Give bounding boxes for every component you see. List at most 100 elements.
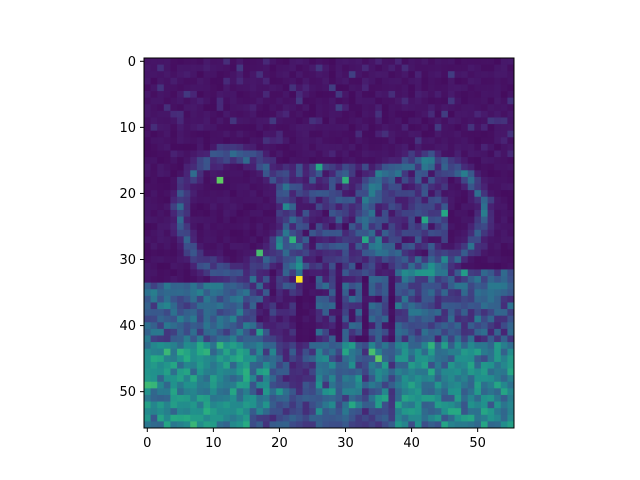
- heatmap-cell: [454, 342, 462, 350]
- heatmap-cell: [150, 388, 158, 396]
- heatmap-cell: [434, 256, 442, 264]
- heatmap-cell: [401, 143, 409, 151]
- heatmap-cell: [441, 170, 449, 178]
- heatmap-cell: [196, 302, 204, 310]
- heatmap-cell: [388, 408, 396, 416]
- heatmap-cell: [309, 348, 317, 356]
- heatmap-cell: [210, 176, 218, 184]
- heatmap-cell: [329, 361, 337, 369]
- heatmap-cell: [302, 328, 310, 336]
- heatmap-cell: [474, 315, 482, 323]
- heatmap-cell: [276, 170, 284, 178]
- heatmap-cell: [474, 361, 482, 369]
- heatmap-cell: [494, 91, 502, 99]
- heatmap-cell: [421, 302, 429, 310]
- heatmap-cell: [507, 143, 515, 151]
- heatmap-cell: [243, 203, 251, 211]
- heatmap-cell: [421, 236, 429, 244]
- heatmap-cell: [170, 243, 178, 251]
- heatmap-cell: [362, 124, 370, 132]
- heatmap-cell: [467, 196, 475, 204]
- heatmap-cell: [150, 256, 158, 264]
- heatmap-cell: [348, 262, 356, 270]
- heatmap-cell: [177, 104, 185, 112]
- heatmap-cell: [454, 262, 462, 270]
- heatmap-cell: [375, 236, 383, 244]
- heatmap-cell: [428, 315, 436, 323]
- heatmap-cell: [229, 64, 237, 72]
- heatmap-cell: [157, 97, 165, 105]
- heatmap-cell: [315, 243, 323, 251]
- heatmap-cell: [454, 97, 462, 105]
- heatmap-cell: [249, 401, 257, 409]
- heatmap-cell: [401, 322, 409, 330]
- heatmap-cell: [196, 143, 204, 151]
- heatmap-cell: [480, 249, 488, 257]
- heatmap-cell: [454, 388, 462, 396]
- heatmap-cell: [269, 289, 277, 297]
- heatmap-cell: [474, 170, 482, 178]
- heatmap-cell: [395, 421, 403, 429]
- heatmap-cell: [295, 77, 303, 85]
- heatmap-cell: [315, 282, 323, 290]
- heatmap-cell: [335, 322, 343, 330]
- heatmap-cell: [276, 176, 284, 184]
- heatmap-cell: [454, 361, 462, 369]
- heatmap-cell: [447, 355, 455, 363]
- heatmap-cell: [295, 143, 303, 151]
- heatmap-cell: [461, 163, 469, 171]
- heatmap-cell: [467, 243, 475, 251]
- heatmap-cell: [229, 84, 237, 92]
- heatmap-cell: [461, 256, 469, 264]
- heatmap-cell: [467, 368, 475, 376]
- heatmap-cell: [249, 84, 257, 92]
- heatmap-cell: [474, 388, 482, 396]
- heatmap-cell: [454, 315, 462, 323]
- heatmap-cell: [302, 71, 310, 79]
- heatmap-cell: [256, 130, 264, 138]
- heatmap-cell: [421, 348, 429, 356]
- heatmap-cell: [335, 282, 343, 290]
- heatmap-cell: [401, 328, 409, 336]
- heatmap-cell: [262, 262, 270, 270]
- heatmap-cell: [269, 262, 277, 270]
- heatmap-cell: [309, 335, 317, 343]
- heatmap-cell: [170, 130, 178, 138]
- heatmap-cell: [441, 328, 449, 336]
- heatmap-cell: [362, 368, 370, 376]
- heatmap-cell: [144, 276, 152, 284]
- heatmap-cell: [309, 137, 317, 145]
- heatmap-cell: [401, 183, 409, 191]
- heatmap-cell: [447, 124, 455, 132]
- heatmap-cell: [368, 183, 376, 191]
- heatmap-cell: [480, 408, 488, 416]
- heatmap-cell: [203, 394, 211, 402]
- heatmap-cell: [282, 302, 290, 310]
- heatmap-cell: [150, 381, 158, 389]
- heatmap-cell: [295, 322, 303, 330]
- heatmap-cell: [170, 236, 178, 244]
- heatmap-cell: [243, 216, 251, 224]
- heatmap-cell: [144, 124, 152, 132]
- heatmap-cell: [395, 223, 403, 231]
- heatmap-cell: [150, 143, 158, 151]
- heatmap-cell: [322, 223, 330, 231]
- heatmap-cell: [388, 249, 396, 257]
- heatmap-cell: [388, 196, 396, 204]
- heatmap-cell: [467, 157, 475, 165]
- heatmap-cell: [276, 243, 284, 251]
- heatmap-cell: [421, 276, 429, 284]
- heatmap-cell: [177, 302, 185, 310]
- heatmap-cell: [388, 388, 396, 396]
- heatmap-cell: [289, 262, 297, 270]
- heatmap-cell: [362, 157, 370, 165]
- heatmap-cell: [223, 335, 231, 343]
- heatmap-cell: [302, 183, 310, 191]
- heatmap-cell: [421, 309, 429, 317]
- heatmap-cell: [408, 361, 416, 369]
- heatmap-cell: [467, 361, 475, 369]
- heatmap-cell: [256, 394, 264, 402]
- heatmap-cell: [282, 143, 290, 151]
- heatmap-cell: [434, 348, 442, 356]
- heatmap-cell: [401, 256, 409, 264]
